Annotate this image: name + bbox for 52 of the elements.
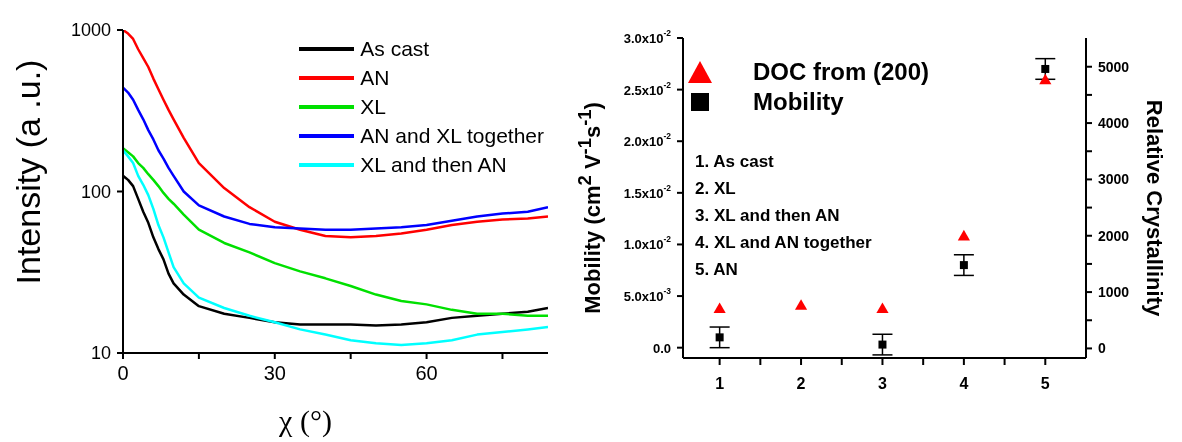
y-tick-label: 2.0x10$^{-2}$: [623, 131, 672, 149]
y-tick-label: 1000: [70, 20, 111, 40]
point: [1041, 64, 1050, 73]
x-tick-label: 60: [415, 362, 438, 384]
y2-tick-label: 2000: [1098, 227, 1130, 244]
y2-tick-label: 0: [1098, 340, 1106, 357]
point: [1039, 73, 1052, 85]
y2-tick-label: 4000: [1098, 115, 1130, 132]
y-tick-label: 2.5x10$^{-2}$: [623, 79, 672, 98]
text: 3. XL and then AN: [695, 206, 840, 225]
line-series: [123, 149, 548, 347]
x-tick-label: 0: [117, 362, 129, 384]
x-tick-label: 1: [715, 374, 725, 392]
y-tick-label: 100: [80, 181, 111, 202]
y-tick-label: 10: [90, 343, 111, 363]
y-tick-label: 3.0x10$^{-2}$: [623, 28, 672, 46]
legend-label: XL: [360, 94, 386, 120]
y-tick-label: 5.0x10$^{-3}$: [623, 286, 672, 304]
legend-label: Mobility: [753, 87, 844, 117]
y-tick-label: 1.0x10$^{-2}$: [623, 234, 672, 252]
line-series: [123, 30, 548, 239]
y2-tick-label: 1000: [1098, 284, 1130, 301]
line-series: [123, 147, 548, 318]
legend-label: AN and XL together: [360, 123, 544, 149]
y2-tick-label: 5000: [1098, 58, 1130, 75]
text: 5. AN: [695, 260, 738, 279]
point: [876, 302, 889, 314]
x-tick-label: 4: [959, 374, 969, 392]
point: [878, 340, 887, 349]
point: [959, 261, 968, 270]
legend-label: As cast: [360, 36, 430, 62]
x-tick-label: 3: [878, 374, 888, 392]
y-axis-title: Intensity (a .u.): [8, 59, 48, 284]
text: 2. XL: [695, 179, 736, 198]
point: [715, 333, 724, 342]
legend-label: AN: [360, 65, 390, 91]
x-tick-label: 2: [796, 374, 806, 392]
x-tick-label: 5: [1040, 374, 1050, 392]
text: 1. As cast: [695, 152, 774, 171]
text: 4. XL and AN together: [695, 233, 872, 252]
line-series: [123, 86, 548, 231]
y2-axis-title: Relative Crystallinity: [1141, 99, 1167, 317]
point: [957, 229, 970, 241]
legend-label: XL and then AN: [360, 152, 507, 178]
x-axis-title: χ (°): [278, 404, 333, 438]
point: [713, 302, 726, 314]
y2-tick-label: 3000: [1098, 171, 1130, 188]
legend-label: DOC from (200): [753, 57, 930, 87]
point: [794, 299, 808, 310]
x-tick-label: 30: [263, 362, 286, 384]
y-tick-label: 0.0: [652, 340, 671, 356]
y-tick-label: 1.5x10$^{-2}$: [623, 182, 672, 201]
